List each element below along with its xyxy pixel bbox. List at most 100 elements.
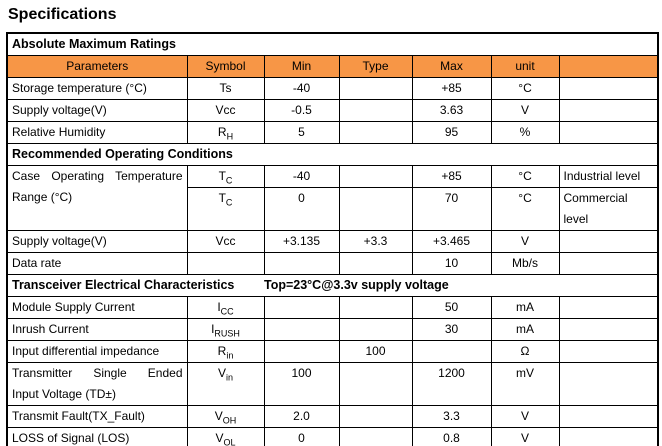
symbol-base: T [218, 191, 226, 205]
table-cell [338, 362, 413, 406]
table-cell: Relative Humidity [6, 121, 188, 144]
symbol-subscript: C [225, 197, 233, 208]
cell-line: Commercial [563, 191, 628, 205]
symbol-subscript: in [226, 372, 234, 383]
symbol-base: I [211, 322, 215, 336]
symbol-cell: ICC [186, 296, 265, 319]
table-cell: Ω [490, 340, 560, 363]
table-cell [558, 230, 659, 253]
cell-line: Input Voltage (TD±) [12, 387, 116, 401]
symbol-cell: RH [186, 121, 265, 144]
table-cell [558, 121, 659, 144]
table-cell: Transmitter Single Ended Input Voltage (T… [6, 362, 188, 406]
table-row: Module Supply Current ICC 50 mA [6, 296, 659, 319]
symbol-subscript: in [226, 350, 234, 361]
table-cell: 3.63 [411, 99, 492, 122]
symbol-subscript: CC [220, 306, 234, 317]
column-header-cell: Min [263, 55, 340, 78]
table-cell [558, 318, 659, 341]
symbol-cell: IRUSH [186, 318, 265, 341]
table-cell [411, 340, 492, 363]
column-header-row: Parameters Symbol Min Type Max unit [6, 55, 659, 78]
table-cell: -0.5 [263, 99, 340, 122]
symbol-cell: TC [186, 165, 265, 188]
table-cell: Commercial level [558, 187, 659, 231]
table-cell: 5 [263, 121, 340, 144]
table-cell: +85 [411, 77, 492, 100]
table-cell: Module Supply Current [6, 296, 188, 319]
table-cell: °C [490, 77, 560, 100]
column-header-cell [558, 55, 659, 78]
symbol-cell: VOH [186, 405, 265, 428]
table-cell: mA [490, 318, 560, 341]
page-title: Specifications [8, 6, 117, 23]
cell-line: level [563, 212, 589, 226]
column-header-cell: Max [411, 55, 492, 78]
symbol-base: R [217, 125, 227, 139]
table-cell: Industrial level [558, 165, 659, 188]
table-cell: Supply voltage(V) [6, 230, 188, 253]
table-cell: +85 [411, 165, 492, 188]
table-cell: Vcc [186, 230, 265, 253]
table-cell: Vcc [186, 99, 265, 122]
table-cell [338, 77, 413, 100]
table-cell: 95 [411, 121, 492, 144]
table-cell: +3.135 [263, 230, 340, 253]
table-cell [558, 340, 659, 363]
table-cell: 100 [263, 362, 340, 406]
table-cell [558, 252, 659, 275]
table-cell: +3.3 [338, 230, 413, 253]
section-header-cell: Transceiver Electrical Characteristics To… [6, 274, 659, 297]
symbol-subscript: H [226, 131, 234, 142]
table-cell [338, 187, 413, 231]
table-cell [558, 362, 659, 406]
table-cell [558, 405, 659, 428]
table-cell: 50 [411, 296, 492, 319]
table-cell: V [490, 99, 560, 122]
table-cell: V [490, 405, 560, 428]
table-cell: Mb/s [490, 252, 560, 275]
symbol-subscript: RUSH [214, 328, 240, 339]
table-cell: +3.465 [411, 230, 492, 253]
table-cell [558, 427, 659, 446]
table-cell [263, 252, 340, 275]
section-title: Absolute Maximum Ratings [12, 37, 176, 51]
table-cell: Transmit Fault(TX_Fault) [6, 405, 188, 428]
table-cell: Inrush Current [6, 318, 188, 341]
symbol-subscript: C [225, 175, 233, 186]
table-cell: 10 [411, 252, 492, 275]
table-row: Transmitter Single Ended Input Voltage (T… [6, 362, 659, 406]
table-cell [263, 340, 340, 363]
section-title: Recommended Operating Conditions [12, 147, 233, 161]
table-row: LOSS of Signal (LOS) VOL 0 0.8 V [6, 427, 659, 446]
table-cell: LOSS of Signal (LOS) [6, 427, 188, 446]
table-cell: 30 [411, 318, 492, 341]
table-cell: -40 [263, 77, 340, 100]
table-row: Data rate 10 Mb/s [6, 252, 659, 275]
table-cell: Data rate [6, 252, 188, 275]
table-cell [338, 165, 413, 188]
table-cell [338, 318, 413, 341]
column-header-cell: Symbol [186, 55, 265, 78]
symbol-base: V [217, 366, 226, 380]
table-cell: Supply voltage(V) [6, 99, 188, 122]
column-header-cell: Parameters [6, 55, 188, 78]
table-cell: °C [490, 165, 560, 188]
table-cell [558, 77, 659, 100]
symbol-base: T [218, 169, 226, 183]
table-row: Supply voltage(V) Vcc -0.5 3.63 V [6, 99, 659, 122]
table-cell: 2.0 [263, 405, 340, 428]
table-cell: 3.3 [411, 405, 492, 428]
table-row: TC 0 70 °C Commercial level [7, 187, 659, 231]
table-cell: V [490, 230, 560, 253]
table-row: Storage temperature (°C) Ts -40 +85 °C [6, 77, 659, 100]
section-condition-note: Top=23°C@3.3v supply voltage [264, 278, 449, 292]
table-cell: Storage temperature (°C) [6, 77, 188, 100]
section-row: Transceiver Electrical Characteristics To… [6, 274, 659, 297]
section-header-cell: Recommended Operating Conditions [6, 143, 659, 166]
symbol-subscript: OL [223, 437, 236, 446]
symbol-cell: Vin [186, 362, 265, 406]
table-row: Input differential impedance Rin 100 Ω [6, 340, 659, 363]
table-cell: Input differential impedance [6, 340, 188, 363]
section-title: Transceiver Electrical Characteristics [12, 278, 235, 292]
